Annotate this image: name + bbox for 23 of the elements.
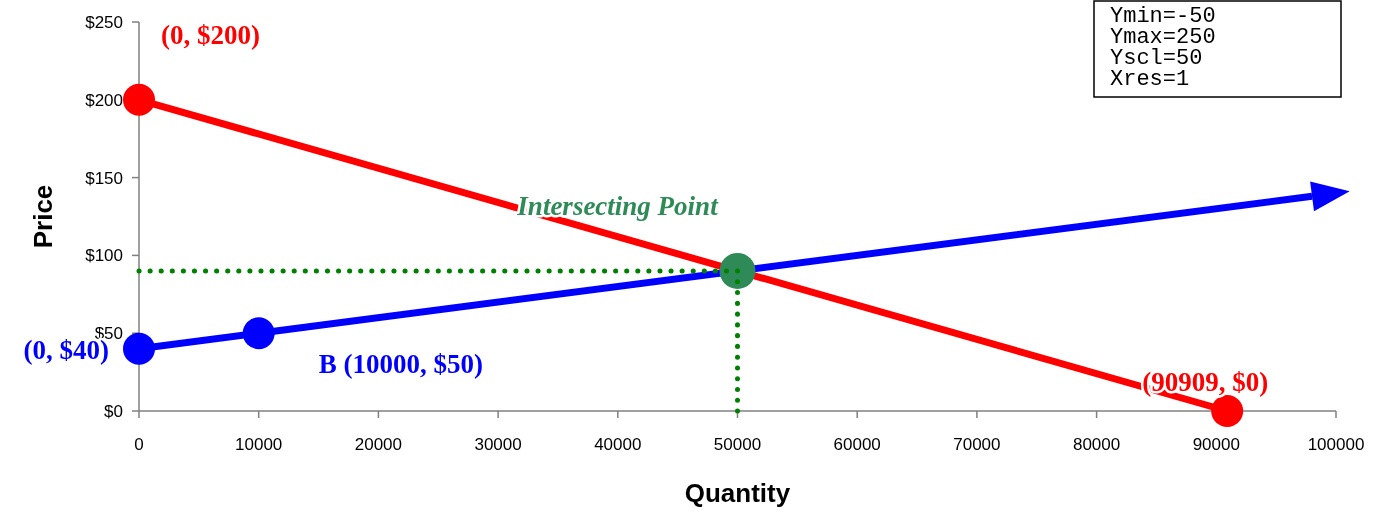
x-tick-label: 40000 <box>594 435 642 454</box>
annotation: Intersecting Point <box>516 190 720 221</box>
annotation: (90909, $0) <box>1142 367 1269 397</box>
x-axis-title: Quantity <box>684 478 791 508</box>
x-tick-label: 80000 <box>1072 435 1121 454</box>
x-tick-label: 100000 <box>1307 435 1365 454</box>
x-tick-label: 0 <box>134 435 144 454</box>
y-tick-label: $150 <box>85 168 123 188</box>
x-tick-label: 60000 <box>833 435 881 454</box>
x-tick-label: 30000 <box>474 435 522 454</box>
annotation: (0, $200) <box>161 19 260 50</box>
y-tick-label: $250 <box>85 12 123 32</box>
y-tick-label: $100 <box>85 246 123 266</box>
y-tick-label: $200 <box>85 90 123 110</box>
annotation: B (10000, $50) <box>318 349 483 380</box>
x-tick-label: 10000 <box>235 435 283 454</box>
x-tick-label: 70000 <box>953 435 1001 454</box>
y-tick-label: $0 <box>104 401 123 421</box>
x-tick-label: 50000 <box>713 435 762 454</box>
y-axis-title: Price <box>28 184 58 249</box>
x-tick-label: 90000 <box>1192 435 1240 454</box>
x-tick-label: 20000 <box>354 435 403 454</box>
annotation: Ymin=-50 <box>1110 4 1216 29</box>
